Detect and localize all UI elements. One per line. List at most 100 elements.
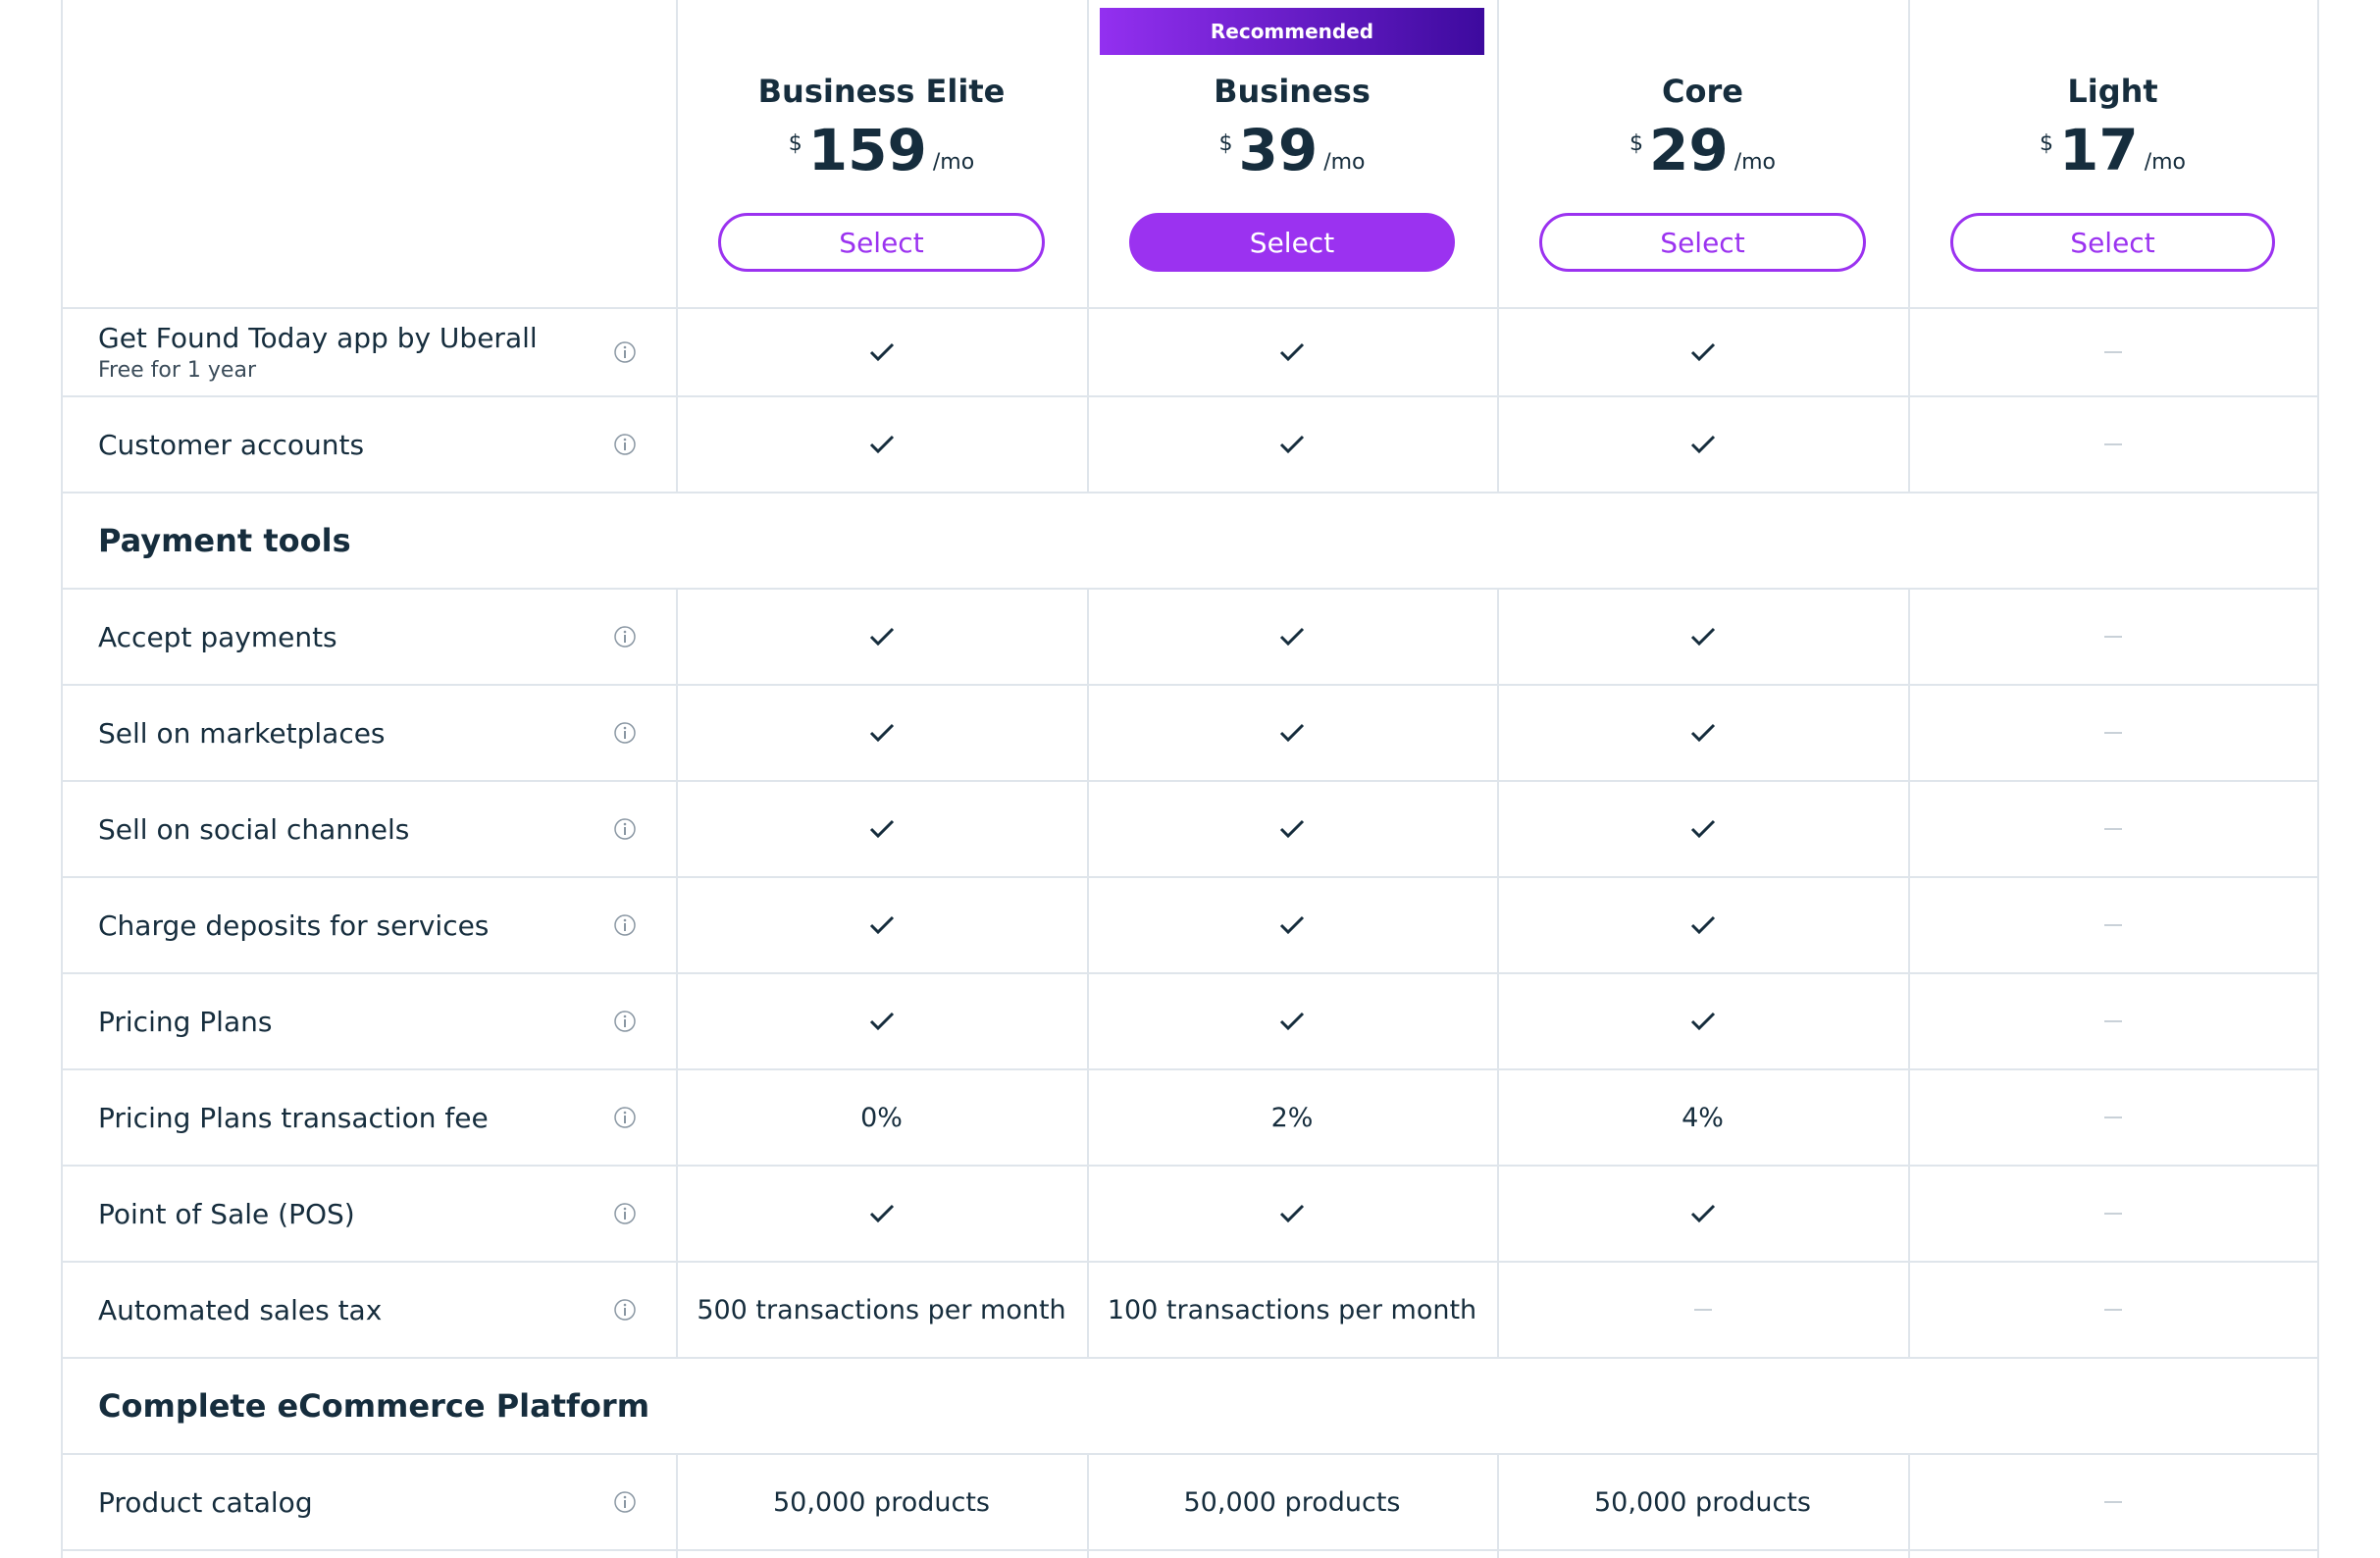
currency: $ bbox=[2039, 131, 2053, 156]
price-amount: 159 bbox=[807, 117, 927, 183]
select-button[interactable]: Select bbox=[1950, 213, 2275, 272]
not-included bbox=[1908, 590, 2317, 684]
check-icon bbox=[1497, 878, 1908, 972]
select-button[interactable]: Select bbox=[718, 213, 1045, 272]
feature-name: Sell on marketplaces bbox=[98, 716, 386, 750]
cell-value: 50,000 products bbox=[773, 1486, 990, 1518]
column-line bbox=[1908, 1551, 1910, 1558]
column-line bbox=[1087, 1551, 1089, 1558]
info-icon[interactable] bbox=[613, 1106, 637, 1129]
column-line bbox=[1087, 397, 1089, 492]
column-line bbox=[1908, 1263, 1910, 1357]
info-icon[interactable] bbox=[613, 721, 637, 745]
info-icon[interactable] bbox=[613, 1010, 637, 1033]
feature-label: Automated sales tax bbox=[98, 1263, 608, 1357]
currency: $ bbox=[1218, 131, 1233, 156]
not-included bbox=[1908, 974, 2317, 1068]
check-icon bbox=[1497, 1167, 1908, 1261]
info-icon[interactable] bbox=[613, 340, 637, 364]
column-line bbox=[676, 1263, 678, 1357]
not-included bbox=[1908, 1263, 2317, 1357]
plan-price: $17/mo bbox=[1908, 122, 2317, 179]
column-line bbox=[1087, 309, 1089, 395]
check-icon bbox=[676, 878, 1087, 972]
column-line bbox=[1908, 878, 1910, 972]
recommended-banner: Recommended bbox=[1100, 8, 1484, 55]
column-line bbox=[676, 1167, 678, 1261]
info-icon[interactable] bbox=[613, 433, 637, 456]
column-line bbox=[1497, 878, 1499, 972]
not-included bbox=[1908, 397, 2317, 492]
info-icon[interactable] bbox=[613, 817, 637, 841]
column-line bbox=[676, 782, 678, 876]
column-line bbox=[676, 686, 678, 780]
feature-label: Customer accounts bbox=[98, 397, 608, 492]
cell-value: 50,000 products bbox=[1594, 1486, 1811, 1518]
plan-name: Core bbox=[1662, 73, 1743, 110]
select-button[interactable]: Select bbox=[1539, 213, 1866, 272]
not-included bbox=[1908, 1455, 2317, 1549]
check-icon bbox=[1497, 974, 1908, 1068]
feature-name: Customer accounts bbox=[98, 428, 365, 461]
info-icon[interactable] bbox=[613, 913, 637, 937]
price-period: /mo bbox=[2144, 150, 2187, 175]
column-line bbox=[676, 974, 678, 1068]
price-period: /mo bbox=[932, 150, 975, 175]
row-line bbox=[61, 1453, 2319, 1455]
column-line bbox=[1087, 974, 1089, 1068]
row-line bbox=[61, 588, 2319, 590]
table-border bbox=[2317, 0, 2319, 1558]
row-line bbox=[61, 684, 2319, 686]
cell-value: 0% bbox=[860, 1102, 903, 1133]
column-line bbox=[1908, 974, 1910, 1068]
column-line bbox=[1908, 0, 1910, 307]
column-line bbox=[1497, 1070, 1499, 1165]
column-line bbox=[1087, 878, 1089, 972]
check-icon bbox=[676, 590, 1087, 684]
check-icon bbox=[1087, 309, 1497, 395]
feature-name: Charge deposits for services bbox=[98, 909, 490, 942]
check-icon bbox=[676, 1167, 1087, 1261]
column-line bbox=[1908, 309, 1910, 395]
row-line bbox=[61, 492, 2319, 493]
column-line bbox=[676, 309, 678, 395]
not-included bbox=[1908, 1070, 2317, 1165]
check-icon bbox=[1497, 686, 1908, 780]
column-line bbox=[1908, 397, 1910, 492]
column-line bbox=[1908, 686, 1910, 780]
column-line bbox=[676, 397, 678, 492]
feature-name: Point of Sale (POS) bbox=[98, 1197, 355, 1230]
column-line bbox=[676, 0, 678, 307]
column-line bbox=[1908, 1070, 1910, 1165]
info-icon[interactable] bbox=[613, 1202, 637, 1225]
column-line bbox=[1087, 1070, 1089, 1165]
row-line bbox=[61, 395, 2319, 397]
table-border bbox=[61, 0, 63, 1558]
column-line bbox=[1908, 782, 1910, 876]
select-button[interactable]: Select bbox=[1129, 213, 1455, 272]
not-included bbox=[1908, 1167, 2317, 1261]
column-line bbox=[1497, 1551, 1499, 1558]
column-line bbox=[1497, 974, 1499, 1068]
feature-label: Accept payments bbox=[98, 590, 608, 684]
feature-name: Pricing Plans bbox=[98, 1005, 273, 1038]
info-icon[interactable] bbox=[613, 1490, 637, 1514]
column-line bbox=[1497, 1263, 1499, 1357]
check-icon bbox=[676, 782, 1087, 876]
column-line bbox=[1087, 590, 1089, 684]
section-heading: Complete eCommerce Platform bbox=[98, 1387, 650, 1425]
column-line bbox=[1908, 1455, 1910, 1549]
info-icon[interactable] bbox=[613, 625, 637, 649]
feature-label: Point of Sale (POS) bbox=[98, 1167, 608, 1261]
not-included bbox=[1497, 1263, 1908, 1357]
column-line bbox=[1497, 686, 1499, 780]
row-line bbox=[61, 1068, 2319, 1070]
check-icon bbox=[1497, 782, 1908, 876]
price-period: /mo bbox=[1733, 150, 1777, 175]
info-icon[interactable] bbox=[613, 1298, 637, 1322]
column-line bbox=[1497, 309, 1499, 395]
price-amount: 29 bbox=[1648, 117, 1729, 183]
feature-name: Automated sales tax bbox=[98, 1293, 383, 1326]
column-line bbox=[1087, 782, 1089, 876]
